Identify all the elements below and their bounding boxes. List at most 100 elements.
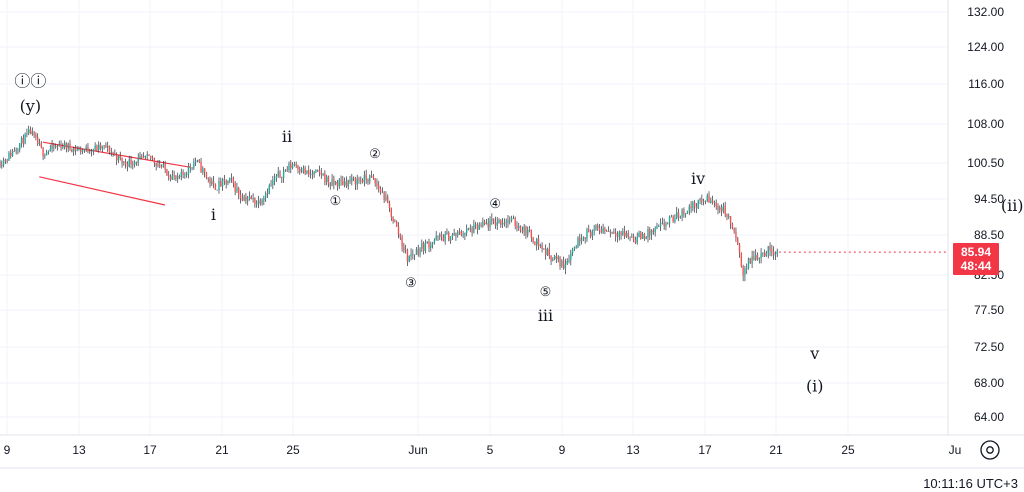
candle-body [537,238,540,247]
candle-body [162,163,165,168]
candle-body [588,229,590,232]
price-axis[interactable]: 132.00 124.00 116.00 108.00 100.50 94.50 88.50… [967,5,1004,424]
candle-body [334,181,337,185]
wave-label[interactable]: ③ [405,276,417,291]
candle-body [559,256,561,267]
y-tick-label: 88.50 [974,228,1004,242]
wave-label[interactable]: v [809,344,819,363]
x-tick-label: 13 [72,443,86,457]
candle-body [117,155,120,161]
candle-body [406,249,409,262]
candle-body [476,224,479,230]
wave-label[interactable]: ⓘⓘ [14,72,46,91]
candle-body [543,248,545,250]
candle-body [611,232,613,233]
candle-body [505,222,507,224]
candle-body [286,169,288,171]
candle-body [33,131,35,135]
candle-body [378,185,380,190]
candle-body [688,206,690,211]
candle-body [99,144,102,149]
candle-body [614,232,617,236]
candle-body [392,217,394,222]
candle-body [467,228,470,230]
candle-body [74,148,77,151]
candle-body [640,232,642,239]
candle-body [130,159,132,165]
candle-body [665,223,667,227]
wave-label[interactable]: iii [538,306,553,325]
grid-lines [0,0,948,435]
candle-body [728,216,730,217]
candle-body [756,254,759,260]
candle-body [87,146,89,152]
candle-body [444,233,446,242]
candle-body [299,169,301,172]
wave-label[interactable]: (y) [20,97,42,116]
candle-body [713,202,716,204]
wave-label[interactable]: ii [282,127,292,146]
candle-body [336,181,339,187]
candle-body [412,254,414,255]
candle-body [53,144,55,148]
candle-body [340,179,342,181]
wave-label[interactable]: ① [330,194,342,209]
candle-body [719,207,721,210]
candle-body [171,175,174,180]
candle-body [257,200,260,203]
candle-body [758,258,760,260]
candle-body [320,172,323,175]
candle-body [519,226,522,231]
candle-body [401,237,403,247]
wave-label[interactable]: (i) [806,377,824,396]
timezone-clock[interactable]: 10:11:16 UTC+3 [923,476,1018,491]
candle-body [584,237,586,239]
candle-body [26,133,28,134]
candle-body [544,248,547,255]
wave-label[interactable]: ④ [489,197,501,212]
candle-body [428,242,430,248]
candle-body [284,169,287,171]
candle-body [343,181,346,186]
wave-label[interactable]: ② [369,147,381,162]
candle-body [252,198,254,200]
candle-body [351,177,353,182]
candle-body [602,228,604,233]
wave-label[interactable]: (ii) [1001,196,1024,215]
candle-body [212,181,215,185]
time-axis[interactable]: 9 13 17 21 25 Jun 5 9 13 17 21 25 Ju [4,443,962,457]
candle-body [536,238,538,245]
candle-body [462,234,464,236]
candle-body [370,175,373,177]
candle-body [641,233,644,239]
settings-icon[interactable] [980,440,1000,460]
candle-body [394,221,396,223]
candle-body [661,222,664,224]
candle-body [480,224,482,226]
candle-body [523,226,525,232]
candle-body [342,180,344,186]
last-price-value: 85.94 [961,245,991,259]
candle-body [424,242,427,252]
candle-body [460,231,463,236]
candle-body [157,164,159,166]
wave-label[interactable]: iv [691,169,705,188]
candle-body [218,180,220,190]
candle-body [187,165,190,175]
channel-line[interactable] [39,176,166,206]
candle-body [435,235,437,241]
candle-body [500,220,502,225]
plot-area[interactable] [0,0,948,435]
candle-body [290,163,292,169]
candle-body [627,233,629,237]
candle-body [72,148,75,153]
candle-body [659,223,662,227]
candle-body [575,247,577,249]
candle-body [636,237,638,243]
wave-label[interactable]: ⑤ [540,285,552,300]
x-tick-label: 13 [626,443,640,457]
wave-label[interactable]: i [211,205,216,224]
candle-body [54,145,57,148]
candle-body [107,146,109,148]
